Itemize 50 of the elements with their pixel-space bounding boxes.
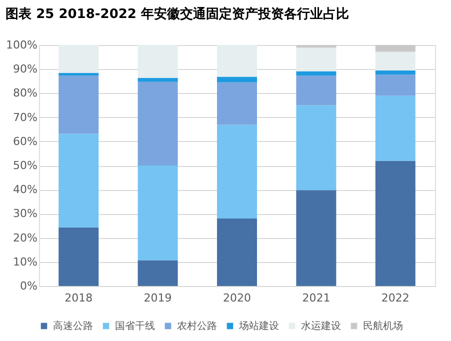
y-tick-label: 0% xyxy=(20,280,38,292)
x-tick-label: 2022 xyxy=(381,292,410,304)
y-tick-label: 40% xyxy=(13,183,38,196)
bar xyxy=(138,78,178,82)
legend-label: 农村公路 xyxy=(177,320,217,332)
bar xyxy=(217,45,257,77)
bar xyxy=(375,160,416,286)
bar xyxy=(296,105,336,190)
y-tick-label: 20% xyxy=(13,231,38,244)
legend-label: 场站建设 xyxy=(238,320,279,332)
bar xyxy=(375,52,416,71)
bar xyxy=(217,124,257,219)
y-tick-label: 10% xyxy=(13,255,38,268)
bar xyxy=(296,76,336,106)
bar xyxy=(138,260,178,286)
bar xyxy=(375,45,416,52)
bar xyxy=(58,76,99,134)
bar xyxy=(58,134,99,228)
bar xyxy=(296,45,336,48)
y-tick-label: 90% xyxy=(13,62,38,76)
bar xyxy=(375,96,416,161)
bar xyxy=(58,227,99,286)
bar xyxy=(138,82,178,166)
bar xyxy=(296,71,336,76)
x-tick-label: 2020 xyxy=(223,292,251,304)
bar xyxy=(375,74,416,96)
bar xyxy=(217,218,257,286)
y-tick-label: 80% xyxy=(13,86,38,100)
legend-label: 水运建设 xyxy=(301,320,341,332)
x-tick-label: 2021 xyxy=(302,292,330,304)
bar xyxy=(58,45,99,73)
chart-title: 图表 25 2018-2022 年安徽交通固定资产投资各行业占比 xyxy=(6,6,349,22)
bar xyxy=(58,72,99,76)
y-tick-label: 60% xyxy=(13,134,38,148)
bar xyxy=(296,190,336,286)
bar xyxy=(217,82,257,125)
y-tick-label: 30% xyxy=(13,207,38,220)
bar xyxy=(217,76,257,82)
x-tick-label: 2019 xyxy=(144,292,172,304)
legend-label: 民航机场 xyxy=(363,320,403,332)
legend-label: 国省干线 xyxy=(115,320,155,332)
x-tick-label: 2018 xyxy=(64,292,93,304)
bar xyxy=(296,48,336,72)
bar xyxy=(138,166,178,260)
legend-label: 高速公路 xyxy=(53,320,93,332)
y-tick-label: 50% xyxy=(13,159,38,172)
bar xyxy=(138,45,178,78)
y-tick-label: 70% xyxy=(13,110,38,124)
y-tick-label: 100% xyxy=(6,38,38,52)
bar xyxy=(375,70,416,75)
